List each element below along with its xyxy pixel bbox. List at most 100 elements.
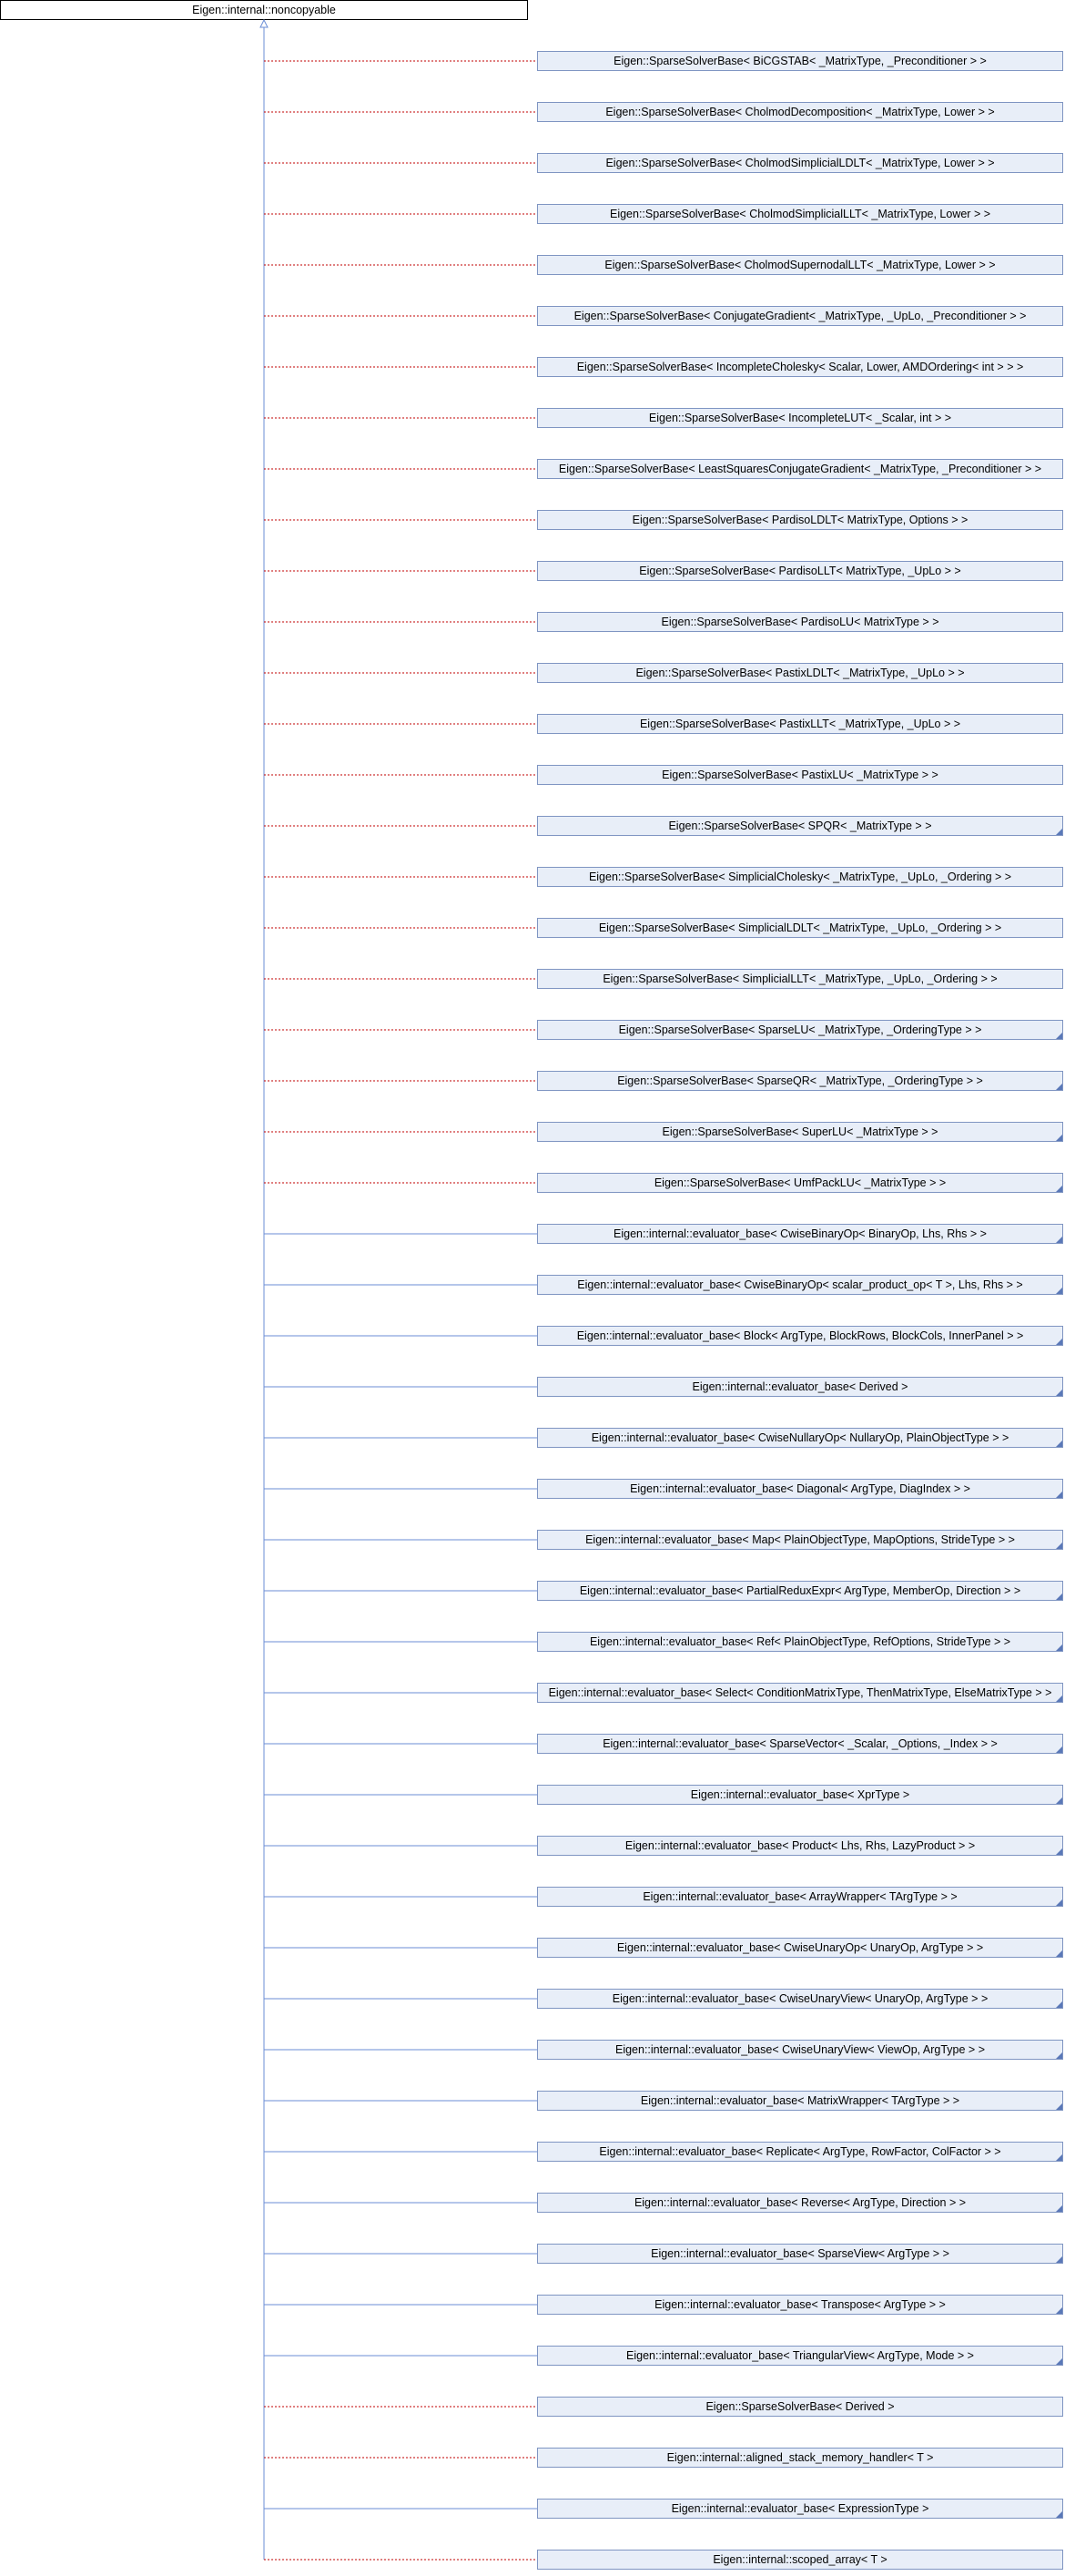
class-box bbox=[537, 2295, 1063, 2315]
class-box bbox=[537, 51, 1063, 71]
class-label: Eigen::internal::evaluator_base< Diagona… bbox=[630, 1482, 970, 1495]
class-box bbox=[537, 1683, 1063, 1703]
root-label: Eigen::internal::noncopyable bbox=[192, 4, 336, 16]
class-label: Eigen::SparseSolverBase< SuperLU< _Matri… bbox=[663, 1125, 938, 1138]
class-label: Eigen::SparseSolverBase< PastixLU< _Matr… bbox=[662, 769, 938, 781]
class-label: Eigen::SparseSolverBase< SPQR< _MatrixTy… bbox=[668, 820, 931, 832]
class-label: Eigen::SparseSolverBase< SimplicialLLT< … bbox=[603, 972, 997, 985]
class-box bbox=[537, 1275, 1063, 1295]
class-label: Eigen::internal::evaluator_base< CwiseBi… bbox=[614, 1227, 987, 1240]
class-box bbox=[537, 1836, 1063, 1856]
class-box bbox=[537, 1530, 1063, 1550]
class-box bbox=[537, 2244, 1063, 2264]
class-label: Eigen::SparseSolverBase< BiCGSTAB< _Matr… bbox=[614, 55, 987, 67]
link-marker bbox=[1056, 1084, 1062, 1090]
link-marker bbox=[1056, 1543, 1062, 1549]
class-label: Eigen::SparseSolverBase< PardisoLU< Matr… bbox=[661, 616, 938, 628]
class-box bbox=[537, 2499, 1063, 2519]
class-label: Eigen::internal::evaluator_base< Map< Pl… bbox=[585, 1533, 1015, 1546]
link-marker bbox=[1056, 2052, 1062, 2059]
class-label: Eigen::internal::evaluator_base< Block< … bbox=[577, 1329, 1024, 1342]
class-label: Eigen::internal::scoped_array< T > bbox=[713, 2553, 887, 2566]
class-box bbox=[537, 1377, 1063, 1397]
class-label: Eigen::internal::evaluator_base< CwiseNu… bbox=[592, 1431, 1009, 1444]
class-label: Eigen::SparseSolverBase< UmfPackLU< _Mat… bbox=[654, 1176, 946, 1189]
class-label: Eigen::SparseSolverBase< CholmodSupernod… bbox=[604, 259, 995, 271]
link-marker bbox=[1056, 1593, 1062, 1600]
class-box bbox=[537, 663, 1063, 683]
class-box bbox=[537, 1428, 1063, 1448]
link-marker bbox=[1056, 2103, 1062, 2110]
class-box bbox=[537, 816, 1063, 836]
class-label: Eigen::SparseSolverBase< LeastSquaresCon… bbox=[559, 463, 1041, 475]
class-label: Eigen::internal::evaluator_base< SparseV… bbox=[651, 2247, 949, 2260]
class-box bbox=[537, 867, 1063, 887]
class-label: Eigen::internal::evaluator_base< Select<… bbox=[549, 1686, 1052, 1699]
class-label: Eigen::internal::evaluator_base< Transpo… bbox=[654, 2298, 946, 2311]
class-label: Eigen::SparseSolverBase< IncompleteLUT< … bbox=[649, 412, 951, 424]
class-label: Eigen::SparseSolverBase< ConjugateGradie… bbox=[574, 310, 1027, 322]
link-marker bbox=[1056, 1848, 1062, 1855]
class-label: Eigen::SparseSolverBase< Derived > bbox=[705, 2400, 894, 2413]
class-box bbox=[537, 2550, 1063, 2570]
class-box bbox=[537, 102, 1063, 122]
class-box bbox=[537, 918, 1063, 938]
link-marker bbox=[1056, 1339, 1062, 1345]
class-box bbox=[537, 357, 1063, 377]
class-box bbox=[537, 2193, 1063, 2213]
class-label: Eigen::SparseSolverBase< SimplicialChole… bbox=[589, 871, 1011, 883]
class-label: Eigen::SparseSolverBase< PastixLDLT< _Ma… bbox=[635, 667, 964, 679]
class-label: Eigen::internal::aligned_stack_memory_ha… bbox=[667, 2451, 934, 2464]
class-box bbox=[537, 1581, 1063, 1601]
class-label: Eigen::internal::evaluator_base< Derived… bbox=[693, 1380, 908, 1393]
class-label: Eigen::internal::evaluator_base< Express… bbox=[672, 2502, 929, 2515]
class-box bbox=[537, 510, 1063, 530]
class-label: Eigen::SparseSolverBase< SparseLU< _Matr… bbox=[619, 1023, 982, 1036]
class-label: Eigen::SparseSolverBase< PardisoLDLT< Ma… bbox=[633, 514, 969, 526]
class-label: Eigen::internal::evaluator_base< CwiseUn… bbox=[613, 1992, 989, 2005]
link-marker bbox=[1056, 1644, 1062, 1651]
class-box bbox=[537, 1173, 1063, 1193]
class-box bbox=[537, 969, 1063, 989]
class-box bbox=[537, 1734, 1063, 1754]
class-label: Eigen::internal::evaluator_base< CwiseUn… bbox=[617, 1941, 983, 1954]
link-marker bbox=[1056, 1288, 1062, 1294]
class-box bbox=[537, 459, 1063, 479]
class-box bbox=[537, 1122, 1063, 1142]
link-marker bbox=[1056, 2256, 1062, 2263]
class-box bbox=[537, 1326, 1063, 1346]
link-marker bbox=[1056, 2154, 1062, 2161]
link-marker bbox=[1056, 1899, 1062, 1906]
class-label: Eigen::internal::evaluator_base< Product… bbox=[625, 1839, 975, 1852]
class-box bbox=[537, 1938, 1063, 1958]
class-label: Eigen::SparseSolverBase< CholmodSimplici… bbox=[605, 157, 994, 169]
link-marker bbox=[1056, 1746, 1062, 1753]
class-box bbox=[537, 153, 1063, 173]
class-box bbox=[537, 1224, 1063, 1244]
link-marker bbox=[1056, 1797, 1062, 1804]
class-box bbox=[537, 408, 1063, 428]
class-box bbox=[537, 1071, 1063, 1091]
class-box bbox=[537, 306, 1063, 326]
link-marker bbox=[1056, 829, 1062, 835]
link-marker bbox=[1056, 1186, 1062, 1192]
class-label: Eigen::internal::evaluator_base< CwiseUn… bbox=[615, 2043, 985, 2056]
class-label: Eigen::internal::evaluator_base< CwiseBi… bbox=[577, 1278, 1022, 1291]
link-marker bbox=[1056, 1492, 1062, 1498]
class-box bbox=[537, 2397, 1063, 2417]
class-label: Eigen::internal::evaluator_base< MatrixW… bbox=[641, 2094, 959, 2107]
link-marker bbox=[1056, 1390, 1062, 1396]
link-marker bbox=[1056, 1950, 1062, 1957]
class-label: Eigen::internal::evaluator_base< Ref< Pl… bbox=[590, 1635, 1010, 1648]
class-box bbox=[537, 1989, 1063, 2009]
class-label: Eigen::SparseSolverBase< CholmodSimplici… bbox=[610, 208, 990, 220]
class-label: Eigen::SparseSolverBase< CholmodDecompos… bbox=[605, 106, 994, 118]
class-box bbox=[537, 2346, 1063, 2366]
class-box bbox=[537, 204, 1063, 224]
class-label: Eigen::SparseSolverBase< SparseQR< _Matr… bbox=[617, 1074, 983, 1087]
link-marker bbox=[1056, 1237, 1062, 1243]
link-marker bbox=[1056, 2307, 1062, 2314]
class-label: Eigen::internal::evaluator_base< Partial… bbox=[580, 1584, 1020, 1597]
class-box bbox=[537, 2142, 1063, 2162]
